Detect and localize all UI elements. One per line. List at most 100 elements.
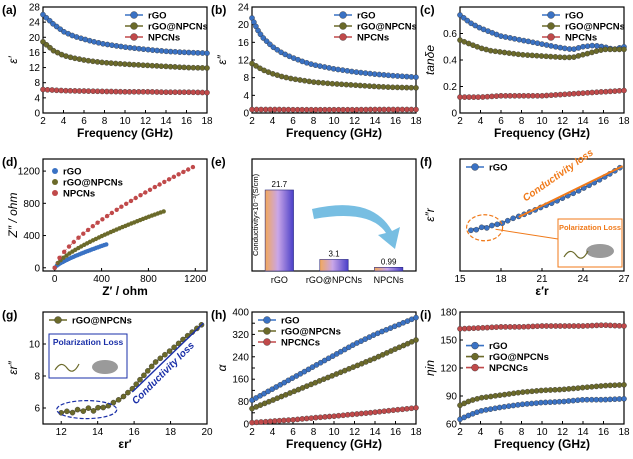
data-point: [478, 407, 485, 414]
data-point: [108, 60, 114, 66]
data-point: [528, 400, 535, 407]
data-point: [510, 402, 517, 409]
x-tick-label: 12: [56, 427, 68, 438]
data-point: [90, 408, 97, 414]
pointer-line: [495, 228, 559, 240]
y-tick-label: 10: [29, 340, 41, 351]
x-tick-label: 10: [328, 116, 340, 127]
data-point: [181, 169, 186, 175]
data-point: [161, 209, 166, 214]
chart-h: 2 4 6 8 10 12 14 16 18 0 80 160 240 320 400 Frequency (…: [215, 308, 422, 452]
x-tick-label: 15: [454, 274, 466, 285]
data-point: [516, 36, 523, 43]
data-point: [530, 39, 536, 46]
data-point: [621, 87, 627, 94]
data-point: [519, 401, 526, 408]
x-tick-label: 12: [140, 116, 152, 127]
data-point: [504, 217, 511, 224]
data-point: [114, 207, 119, 212]
legend-swatch-marker: [339, 33, 347, 41]
data-point: [95, 404, 101, 411]
data-point: [607, 396, 613, 403]
data-point: [464, 17, 471, 24]
legend-entry: rGO@NPCNs: [72, 316, 132, 327]
panel-label: (g): [2, 308, 17, 322]
data-point: [408, 84, 415, 91]
y-axis-title: Conductivity×10⁻²(S/cm): [251, 173, 260, 256]
data-point: [292, 76, 299, 83]
data-point: [194, 325, 200, 332]
x-tick-label: 16: [390, 427, 402, 438]
data-point: [312, 62, 319, 68]
data-point: [128, 198, 134, 204]
legend-entry: NPCNCs: [489, 363, 528, 374]
y-tick-label: 0: [243, 109, 249, 120]
data-point: [115, 396, 122, 403]
bar: [264, 189, 294, 272]
data-point: [552, 44, 559, 50]
data-point: [584, 384, 591, 391]
data-point: [534, 52, 540, 59]
data-point: [547, 53, 554, 60]
y-tick-label: 8: [34, 372, 40, 383]
legend-entry: rGO@NPCNs: [357, 22, 417, 33]
x-tick-label: 4: [270, 427, 276, 438]
data-point: [315, 79, 322, 86]
x-tick-label: 6: [290, 116, 296, 127]
x-tick-label: 16: [598, 116, 610, 127]
data-point: [176, 172, 181, 177]
data-point: [561, 398, 567, 405]
data-point: [186, 167, 191, 172]
x-tick-label: 2: [457, 427, 463, 438]
data-point: [487, 406, 494, 412]
data-point: [324, 80, 331, 87]
x-tick-label: 16: [390, 116, 402, 127]
y-tick-label: 180: [440, 308, 457, 319]
data-point: [510, 50, 517, 57]
data-point: [584, 396, 590, 403]
data-point: [175, 340, 182, 347]
bar-value-label: 21.7: [272, 180, 288, 189]
legend-entry: rGO@NPCNs: [281, 327, 341, 338]
data-point: [140, 46, 147, 53]
inset-curve: [54, 363, 80, 372]
y-axis-title: tanδe: [423, 45, 437, 75]
x-axis-title: Frequency (GHz): [494, 126, 590, 140]
panel-label: (i): [420, 308, 431, 322]
data-point: [483, 225, 490, 231]
y-tick-label: 0.2: [443, 82, 457, 93]
data-point: [306, 78, 313, 85]
legend-swatch-marker: [471, 163, 479, 171]
x-tick-label: 18: [410, 116, 422, 127]
data-point: [487, 47, 494, 54]
data-point: [80, 408, 87, 414]
data-point: [561, 54, 568, 61]
x-tick-label: 1200: [184, 274, 207, 285]
data-point: [348, 68, 355, 75]
y-tick-label: 16: [238, 38, 250, 49]
data-point: [483, 394, 490, 400]
data-point: [494, 221, 501, 228]
y-tick-label: 0: [243, 420, 249, 431]
data-point: [413, 314, 419, 321]
annotation-conductivity: Conductivity loss: [521, 147, 596, 204]
data-point: [104, 242, 109, 247]
y-tick-label: 0.6: [443, 29, 457, 40]
data-point: [413, 85, 419, 91]
legend-swatch-marker: [339, 11, 347, 19]
data-point: [621, 381, 627, 388]
legend-swatch-marker: [52, 179, 58, 185]
x-tick-label: 18: [165, 427, 177, 438]
data-point: [498, 33, 504, 39]
data-point: [157, 355, 164, 362]
x-tick-label: 10: [119, 116, 131, 127]
inset-curve: [563, 250, 589, 259]
legend-swatch-marker: [471, 341, 479, 350]
x-axis-title: Frequency (GHz): [77, 126, 173, 140]
chart-f: 15 18 21 24 27 ε′r ε″r rGO Conductivity loss Pola…: [423, 147, 630, 298]
inset-label: Polarization Loss: [559, 223, 621, 232]
inset-label: Polarization Loss: [53, 337, 124, 347]
data-point: [580, 43, 586, 50]
data-point: [66, 244, 72, 249]
data-point: [278, 73, 285, 80]
